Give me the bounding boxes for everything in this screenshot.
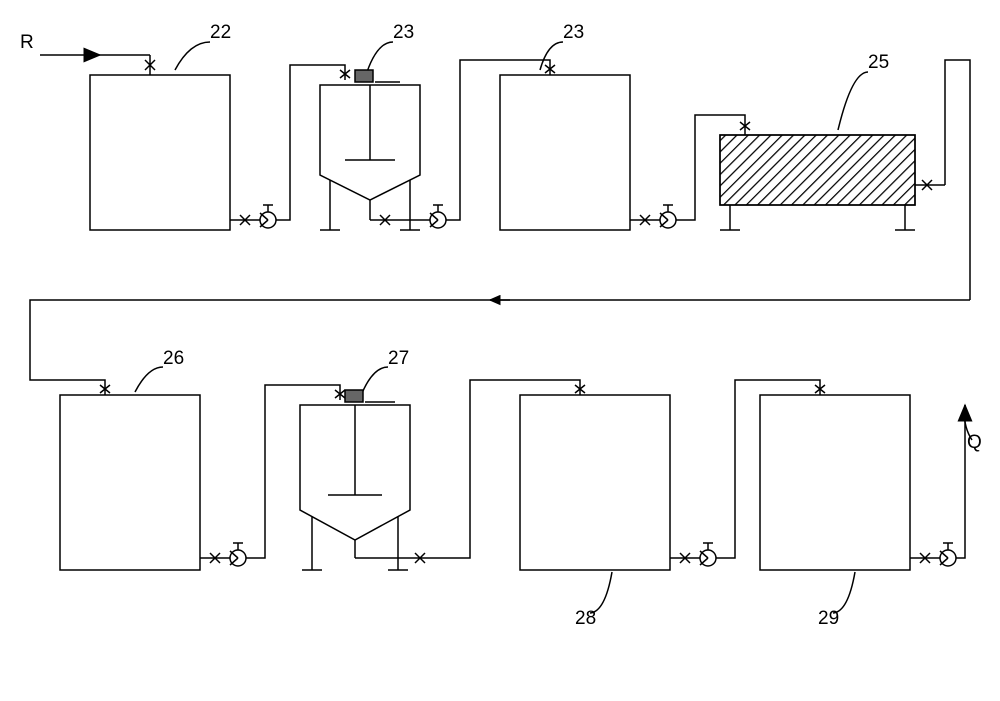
process-flow-diagram	[0, 0, 1000, 701]
label-25: 25	[868, 52, 889, 74]
label-29: 29	[818, 608, 839, 630]
label-23b: 23	[563, 22, 584, 44]
label-28: 28	[575, 608, 596, 630]
label-Q: Q	[967, 432, 982, 454]
label-R: R	[20, 32, 34, 54]
label-26: 26	[163, 348, 184, 370]
label-27: 27	[388, 348, 409, 370]
label-22: 22	[210, 22, 231, 44]
label-23a: 23	[393, 22, 414, 44]
